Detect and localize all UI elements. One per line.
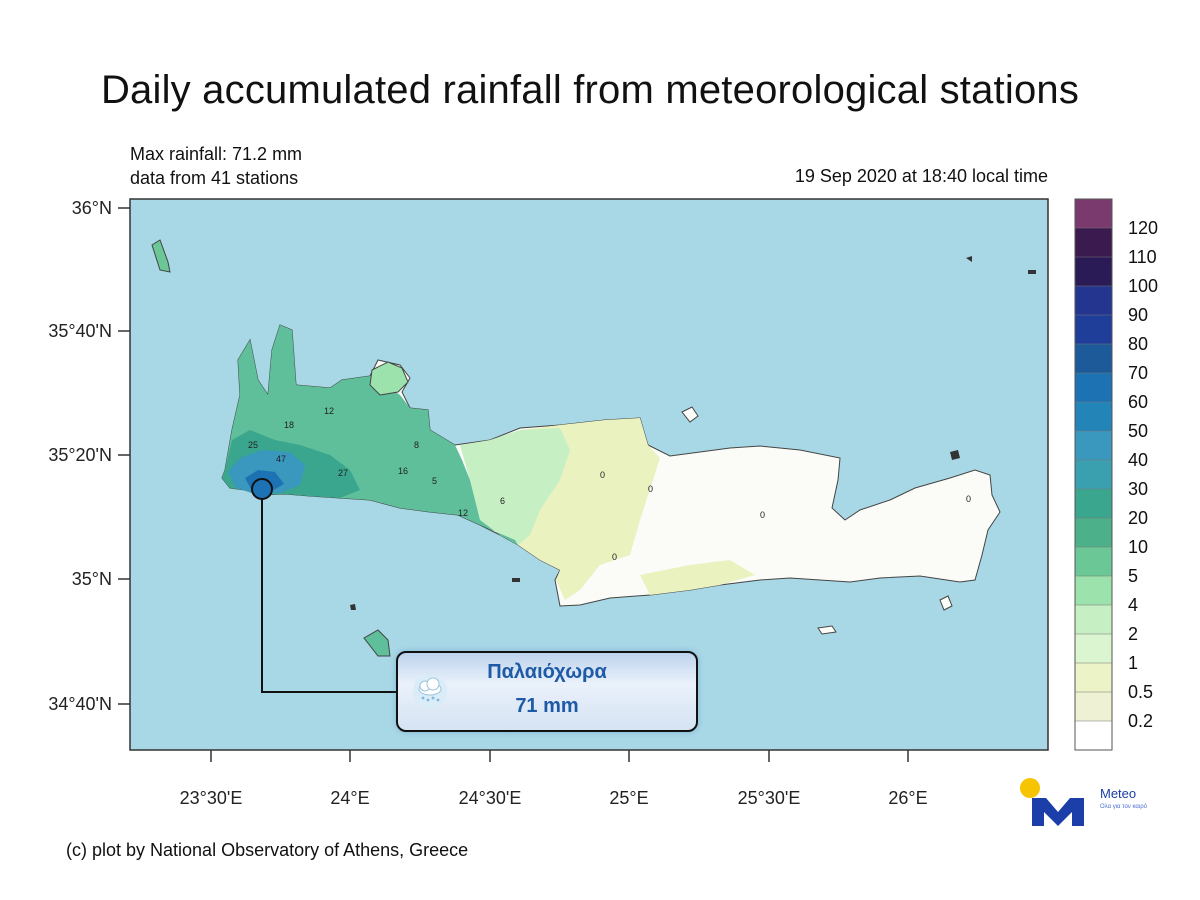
- logo-name: Meteo: [1100, 786, 1137, 801]
- station-callout: Παλαιόχωρα 71 mm: [396, 651, 698, 732]
- callout-leader-line: [261, 499, 396, 693]
- islet: [939, 595, 953, 611]
- lat-label: 36°N: [72, 198, 112, 218]
- islet: [151, 239, 171, 273]
- colorbar-swatch: [1075, 489, 1112, 519]
- credit-text: (c) plot by National Observatory of Athe…: [66, 840, 469, 860]
- colorbar-label: 100: [1128, 276, 1158, 296]
- station-value: 0: [966, 494, 971, 504]
- max-rainfall-text: Max rainfall: 71.2 mm: [130, 144, 303, 164]
- colorbar-swatch: [1075, 199, 1112, 229]
- colorbar-label: 120: [1128, 218, 1158, 238]
- station-value: 8: [414, 440, 419, 450]
- lon-label: 24°E: [330, 788, 369, 808]
- colorbar-label: 0.2: [1128, 711, 1153, 731]
- islet: [350, 604, 356, 610]
- colorbar-label: 110: [1128, 247, 1157, 267]
- station-name: Παλαιόχωρα: [487, 661, 607, 683]
- station-value: 27: [338, 468, 348, 478]
- station-value: 25: [248, 440, 258, 450]
- timestamp: 19 Sep 2020 at 18:40 local time: [794, 166, 1048, 186]
- colorbar-label: 2: [1128, 624, 1138, 644]
- colorbar-label: 60: [1128, 392, 1148, 412]
- colorbar-label: 0.5: [1128, 682, 1153, 702]
- colorbar-swatch: [1075, 344, 1112, 374]
- colorbar-label: 90: [1128, 305, 1148, 325]
- chart-title: Daily accumulated rainfall from meteorol…: [100, 68, 1080, 112]
- islet: [950, 450, 960, 460]
- colorbar-label: 1: [1128, 653, 1138, 673]
- colorbar-swatch: [1075, 286, 1112, 316]
- station-value: 47: [276, 454, 286, 464]
- colorbar-swatch: [1075, 431, 1112, 461]
- colorbar-swatch: [1075, 257, 1112, 287]
- station-value: 0: [600, 470, 605, 480]
- colorbar-swatch: [1075, 663, 1112, 693]
- colorbar-swatch: [1075, 547, 1112, 577]
- colorbar-border: [1074, 198, 1113, 751]
- colorbar-label: 4: [1128, 595, 1138, 615]
- rain-zone-lightgreen: [460, 428, 570, 545]
- colorbar-swatch: [1075, 576, 1112, 606]
- colorbar-label: 70: [1128, 363, 1148, 383]
- islet: [512, 578, 520, 582]
- station-value: 0: [760, 510, 765, 520]
- lat-label: 35°N: [72, 569, 112, 589]
- lat-label: 35°20'N: [48, 445, 112, 465]
- station-values: 25 47 27 16 5 12 18 8 0 0 0 0 0 6 12: [248, 406, 971, 562]
- islet: [363, 629, 391, 657]
- rainfall-info: Max rainfall: 71.2 mm data from 41 stati…: [130, 142, 302, 190]
- lat-label: 35°40'N: [48, 321, 112, 341]
- station-value: 0: [612, 552, 617, 562]
- lon-label: 25°30'E: [738, 788, 801, 808]
- colorbar-swatch: [1075, 315, 1112, 345]
- colorbar: 120 110 100 90 80 70 60 50 40 30 20 10 5 4 2 1 0.5 0.2: [1074, 198, 1158, 751]
- station-value: 5: [432, 476, 437, 486]
- colorbar-swatch: [1075, 373, 1112, 403]
- islet: [369, 361, 409, 396]
- colorbar-label: 80: [1128, 334, 1148, 354]
- islet: [817, 625, 837, 635]
- islet: [681, 406, 699, 423]
- station-value: 18: [284, 420, 294, 430]
- colorbar-swatch: [1075, 634, 1112, 664]
- lon-label: 26°E: [888, 788, 927, 808]
- station-count-text: data from 41 stations: [130, 168, 299, 188]
- colorbar-label: 20: [1128, 508, 1148, 528]
- colorbar-swatch: [1075, 518, 1112, 548]
- colorbar-label: 10: [1128, 537, 1148, 557]
- colorbar-swatch: [1075, 721, 1112, 751]
- station-marker: [251, 478, 273, 500]
- colorbar-swatch: [1075, 402, 1112, 432]
- colorbar-label: 40: [1128, 450, 1148, 470]
- lon-label: 23°30'E: [180, 788, 243, 808]
- colorbar-swatch: [1075, 692, 1112, 722]
- colorbar-label: 30: [1128, 479, 1148, 499]
- station-value: 0: [648, 484, 653, 494]
- logo-tagline: Ολα για τον καιρό: [1100, 804, 1147, 810]
- lon-ticks: [210, 750, 909, 762]
- colorbar-swatch: [1075, 460, 1112, 490]
- lat-label: 34°40'N: [48, 694, 112, 714]
- islet: [966, 256, 972, 262]
- colorbar-label: 5: [1128, 566, 1138, 586]
- colorbar-swatch: [1075, 605, 1112, 635]
- lat-ticks: [118, 207, 130, 705]
- station-rainfall-value: 71 mm: [515, 695, 579, 717]
- rain-zone-light-south: [640, 560, 755, 595]
- colorbar-label: 50: [1128, 421, 1148, 441]
- meteo-logo: [1020, 778, 1084, 826]
- station-value: 12: [458, 508, 468, 518]
- islet: [1028, 270, 1036, 274]
- rain-cloud-icon: [413, 674, 447, 708]
- lon-label: 24°30'E: [459, 788, 522, 808]
- colorbar-swatch: [1075, 228, 1112, 258]
- lon-label: 25°E: [609, 788, 648, 808]
- station-value: 12: [324, 406, 334, 416]
- station-value: 6: [500, 496, 505, 506]
- station-value: 16: [398, 466, 408, 476]
